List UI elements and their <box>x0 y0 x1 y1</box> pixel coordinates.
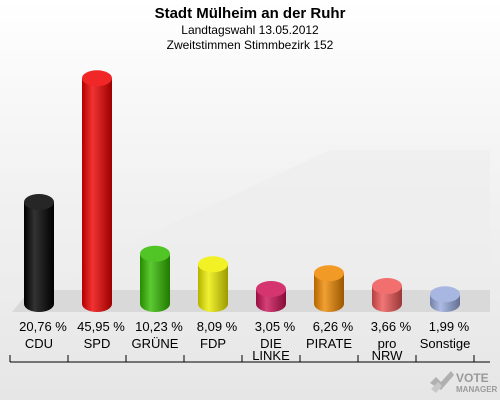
bar-die-linke <box>256 281 286 312</box>
bar-pirate <box>314 265 344 312</box>
bar-series <box>24 70 460 312</box>
bar-top <box>198 256 228 273</box>
bar-pro-nrw <box>372 278 402 312</box>
value-label: 3,66 % <box>371 319 412 334</box>
chart-title: Stadt Mülheim an der Ruhr <box>154 5 346 22</box>
bar-cdu <box>24 194 54 312</box>
category-label: GRÜNE <box>132 336 179 351</box>
bar-top <box>140 245 170 262</box>
category-label: FDP <box>200 336 226 351</box>
category-label: NRW <box>372 348 404 363</box>
bar-top <box>24 194 54 211</box>
category-label: pro <box>378 336 397 351</box>
logo-text-manager: MANAGER <box>456 385 498 394</box>
value-label: 6,26 % <box>313 319 354 334</box>
votemanager-logo: VOTE MANAGER <box>430 371 498 394</box>
value-label: 10,23 % <box>135 319 183 334</box>
bar-body <box>24 202 54 312</box>
chart-subtitle-election: Landtagswahl 13.05.2012 <box>181 23 319 37</box>
bar-body <box>314 273 344 312</box>
value-labels: 20,76 % 45,95 % 10,23 % 8,09 % 3,05 % 6,26 % 3… <box>19 319 470 334</box>
logo-text-vote: VOTE <box>456 371 489 385</box>
bar-top <box>256 281 286 298</box>
logo-check-icon <box>430 371 454 393</box>
category-label: Sonstige <box>420 336 471 351</box>
bar-top <box>372 278 402 295</box>
bar-top <box>430 286 460 303</box>
chart-subtitle-district: Zweitstimmen Stimmbezirk 152 <box>166 38 334 52</box>
bar-spd <box>82 70 112 312</box>
category-label: PIRATE <box>306 336 352 351</box>
value-label: 20,76 % <box>19 319 67 334</box>
bar-top <box>314 265 344 282</box>
value-label: 3,05 % <box>255 319 296 334</box>
value-label: 45,95 % <box>77 319 125 334</box>
bar-body <box>82 78 112 312</box>
category-label: LINKE <box>252 348 290 363</box>
bar-sonstige <box>430 286 460 312</box>
value-label: 8,09 % <box>197 319 238 334</box>
bar-fdp <box>198 256 228 312</box>
category-label: DIE <box>260 336 282 351</box>
bar-top <box>82 70 112 87</box>
value-label: 1,99 % <box>429 319 470 334</box>
category-label: SPD <box>84 336 111 351</box>
bar-gr-ne <box>140 245 170 312</box>
category-label: CDU <box>25 336 53 351</box>
bar-body <box>140 253 170 312</box>
bar-body <box>198 264 228 312</box>
